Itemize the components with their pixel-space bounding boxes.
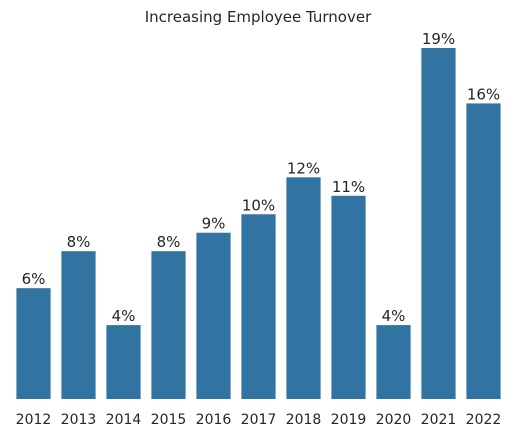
data-label-2012: 6% bbox=[22, 270, 46, 288]
x-tick-2016: 2016 bbox=[196, 412, 232, 428]
bars-group bbox=[16, 48, 500, 399]
bar-2013 bbox=[61, 251, 95, 399]
x-tick-2020: 2020 bbox=[376, 412, 412, 428]
chart-title: Increasing Employee Turnover bbox=[145, 8, 372, 26]
bar-2016 bbox=[196, 233, 230, 399]
bar-2014 bbox=[106, 325, 140, 399]
data-label-2017: 10% bbox=[242, 196, 275, 214]
bar-2012 bbox=[16, 288, 50, 399]
x-tick-2013: 2013 bbox=[61, 412, 97, 428]
data-label-2021: 19% bbox=[422, 30, 455, 48]
x-tick-2018: 2018 bbox=[286, 412, 322, 428]
data-label-2013: 8% bbox=[67, 233, 91, 251]
x-tick-labels-group: 2012 2013 2014 2015 2016 2017 2018 2019 2020 2021… bbox=[16, 412, 502, 428]
bar-2022 bbox=[466, 103, 500, 399]
x-tick-2021: 2021 bbox=[421, 412, 457, 428]
bar-2015 bbox=[151, 251, 185, 399]
x-tick-2012: 2012 bbox=[16, 412, 52, 428]
x-tick-2014: 2014 bbox=[106, 412, 142, 428]
bar-2020 bbox=[376, 325, 410, 399]
bar-2018 bbox=[286, 177, 320, 399]
bar-2017 bbox=[241, 214, 275, 399]
x-tick-2019: 2019 bbox=[331, 412, 367, 428]
data-label-2014: 4% bbox=[112, 307, 136, 325]
data-label-2018: 12% bbox=[287, 159, 320, 177]
bar-2021 bbox=[421, 48, 455, 399]
data-label-2022: 16% bbox=[467, 85, 500, 103]
data-label-2016: 9% bbox=[202, 215, 226, 233]
x-tick-2017: 2017 bbox=[241, 412, 277, 428]
x-tick-2022: 2022 bbox=[466, 412, 502, 428]
data-label-2020: 4% bbox=[382, 307, 406, 325]
bar-2019 bbox=[331, 196, 365, 399]
x-tick-2015: 2015 bbox=[151, 412, 187, 428]
data-label-2019: 11% bbox=[332, 178, 365, 196]
data-label-2015: 8% bbox=[157, 233, 181, 251]
